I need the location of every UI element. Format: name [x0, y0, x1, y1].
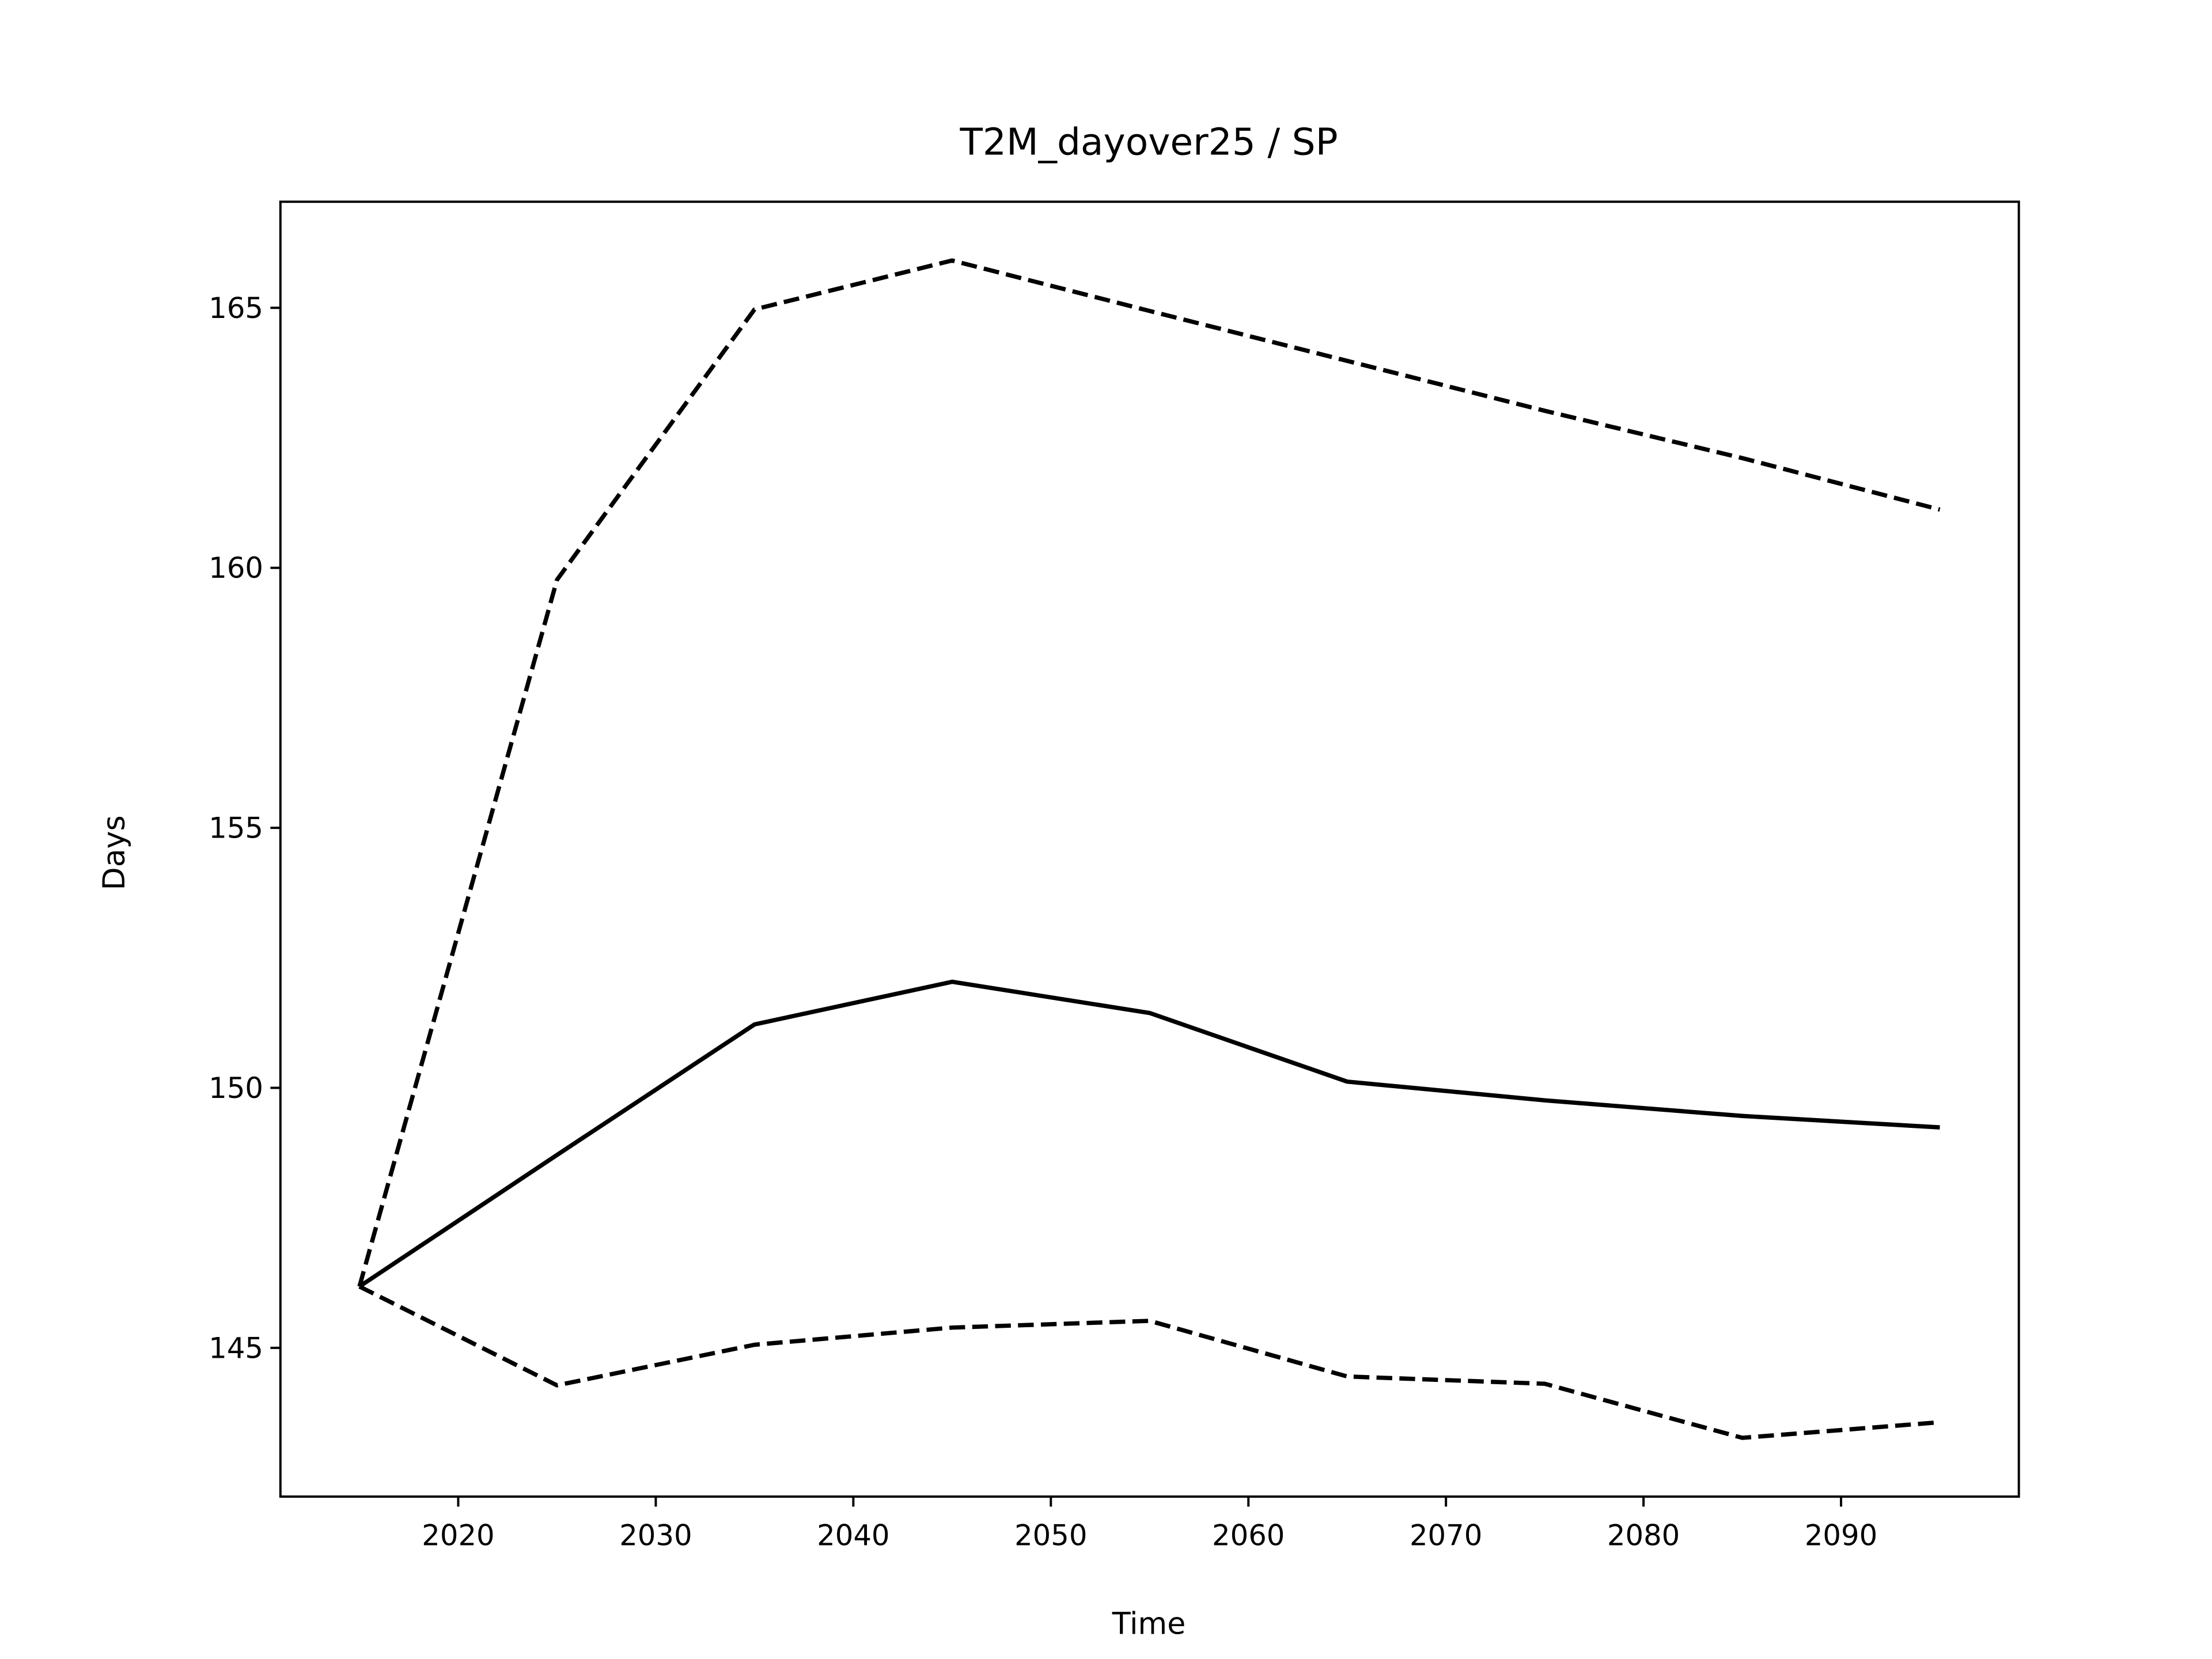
x-tick-label: 2050 [1014, 1519, 1087, 1552]
chart-title: T2M_dayover25 / SP [959, 120, 1338, 164]
y-tick-label: 150 [209, 1071, 263, 1105]
y-tick-label: 155 [209, 812, 263, 845]
series-line [358, 979, 1940, 1289]
x-tick-label: 2030 [619, 1519, 692, 1552]
y-axis-label: Days [97, 815, 132, 890]
x-tick-label: 2060 [1212, 1519, 1285, 1552]
x-tick-label: 2020 [422, 1519, 494, 1552]
y-tick-label: 165 [209, 291, 263, 325]
x-tick-label: 2070 [1410, 1519, 1482, 1552]
y-tick-label: 145 [209, 1331, 263, 1365]
x-tick-label: 2080 [1607, 1519, 1680, 1552]
y-tick-label: 160 [209, 551, 263, 585]
x-axis-label: Time [1112, 1607, 1186, 1642]
series-line [358, 1285, 1940, 1440]
series-line [357, 258, 1941, 1287]
x-tick-label: 2040 [817, 1519, 889, 1552]
x-tick-label: 2090 [1805, 1519, 1877, 1552]
plot-frame [279, 200, 2020, 1498]
